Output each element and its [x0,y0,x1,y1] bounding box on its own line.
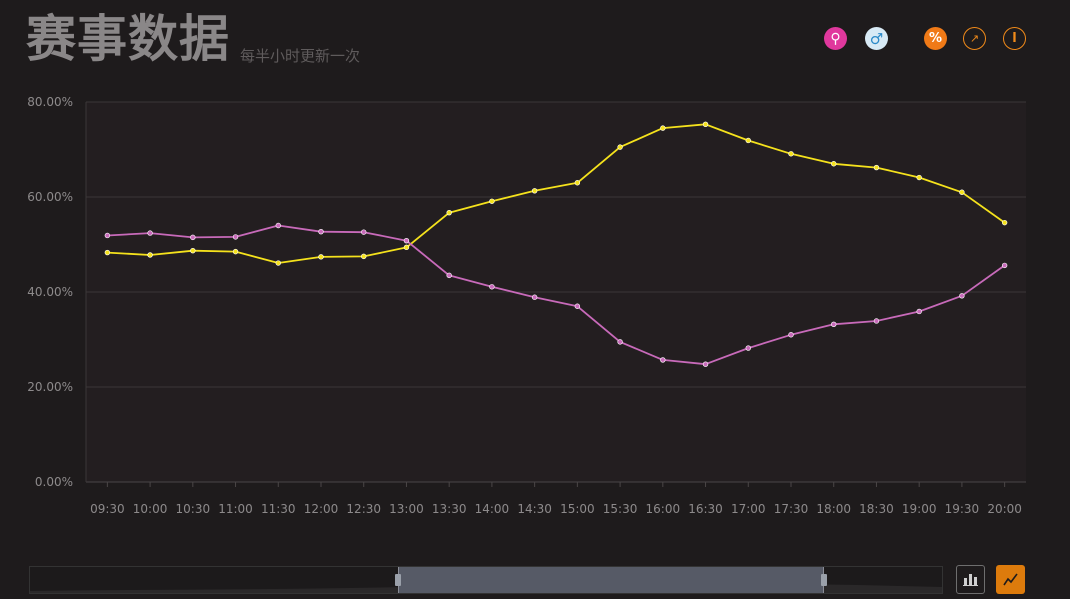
series-2-point [745,345,751,351]
x-tick-label: 14:00 [475,502,510,516]
x-tick-label: 15:00 [560,502,595,516]
male-glyph: ♂ [869,29,884,48]
series-1-point [959,189,965,195]
x-tick-label: 20:00 [987,502,1022,516]
series-1-point [531,188,538,194]
bar-chart-button[interactable] [956,565,985,594]
series-1-point [446,209,452,216]
series-1-line [107,123,1006,264]
series-2-point [873,318,880,324]
series-2-point [788,332,794,338]
series-1-point [361,253,367,260]
x-tick-label: 10:00 [133,502,168,516]
series-2-point [660,357,666,363]
series-2-point [361,229,367,235]
series-1-point [574,180,581,186]
series-1-point [660,125,666,131]
x-tick-label: 09:30 [90,502,125,516]
trend-glyph: ↗ [969,32,980,45]
series-1-point [1001,219,1008,226]
y-tick-label: 40.00% [27,285,73,299]
y-tick-label: 80.00% [27,95,73,109]
series-2-point [446,272,452,279]
female-glyph: ⚲ [830,30,841,47]
series-2-point [531,294,538,300]
x-tick-label: 15:30 [603,502,638,516]
page-title: 赛事数据 [26,10,230,68]
series-1-point [745,137,751,144]
data-zoom-slider[interactable] [29,566,943,594]
series-2-point [489,284,495,290]
series-2-point [147,230,153,236]
series-1-point [232,248,239,255]
zoom-handle-left[interactable] [395,574,401,586]
x-tick-label: 12:30 [346,502,381,516]
clock-glyph: l [1012,31,1017,46]
x-tick-label: 13:30 [432,502,467,516]
x-tick-label: 18:30 [859,502,894,516]
series-2-point [574,303,581,309]
series-1-point [916,174,922,181]
x-tick-label: 19:00 [902,502,937,516]
series-2-point [275,222,281,229]
x-tick-label: 17:00 [731,502,766,516]
series-2-point [1001,262,1008,269]
series-1-point [318,254,324,260]
percent-glyph: % [928,31,943,46]
series-2-point [232,234,239,240]
series-1-point [702,121,709,128]
y-tick-label: 0.00% [35,475,73,489]
trend-icon[interactable]: ↗ [963,27,986,50]
x-tick-label: 13:00 [389,502,424,516]
series-1-point [403,244,410,251]
series-2-point [318,228,324,235]
female-icon[interactable]: ⚲ [824,27,847,50]
male-icon[interactable]: ♂ [865,27,888,50]
line-chart: 0.00% 20.00% 40.00% 60.00% 80.00% 09:30 10:00 1… [27,95,1026,516]
series-1-point [104,249,111,256]
line-chart-button[interactable] [996,565,1025,594]
percent-icon[interactable]: % [924,27,947,50]
line-chart-icon [1003,573,1018,586]
x-tick-label: 16:30 [688,502,723,516]
series-1-point [190,247,196,254]
series-2-point [617,339,623,345]
zoom-handle-right[interactable] [821,574,827,586]
series-2-point [190,234,196,241]
x-tick-label: 17:30 [774,502,809,516]
x-tick-label: 12:00 [304,502,339,516]
series-2-point [403,238,410,244]
page-subtitle: 每半小时更新一次 [240,47,361,65]
x-tick-label: 11:00 [218,502,253,516]
series-2-point [104,232,111,239]
series-1-point [788,151,794,157]
y-tick-label: 60.00% [27,190,73,204]
series-1-point [831,161,837,167]
clock-icon[interactable]: l [1003,27,1026,50]
x-tick-label: 16:00 [646,502,681,516]
series-2-point [959,293,965,299]
series-2-point [702,361,709,367]
series-2-point [916,308,922,315]
x-tick-label: 18:00 [816,502,851,516]
bar-chart-icon [963,574,978,586]
x-tick-label: 10:30 [176,502,211,516]
series-1-point [617,144,623,150]
x-tick-label: 14:30 [517,502,552,516]
x-tick-label: 19:30 [945,502,980,516]
series-1-point [147,252,153,258]
series-2-line [107,224,1006,366]
x-tick-label: 11:30 [261,502,296,516]
series-1-point [275,260,281,266]
zoom-window[interactable] [395,567,827,593]
series-2-point [831,321,837,327]
y-tick-label: 20.00% [27,380,73,394]
series-1-point [489,198,495,204]
series-1-point [873,164,880,171]
